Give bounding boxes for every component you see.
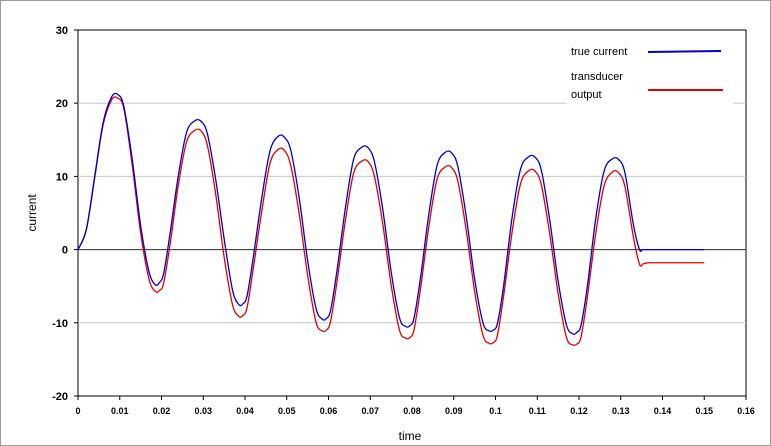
legend-label-transducer-output: transducer output (571, 71, 626, 101)
x-tick-label: 0.02 (153, 406, 171, 416)
y-tick-label: 0 (62, 245, 68, 257)
x-tick-label: 0.13 (612, 406, 630, 416)
x-tick-label: 0.1 (489, 406, 502, 416)
x-tick-label: 0.06 (320, 406, 338, 416)
series-line-true-current (77, 92, 705, 335)
axis-ticks: -20 -10 0 10 20 30 0 0.01 0.02 0.03 0.04 0.05 0.06 0.… (52, 25, 755, 416)
legend-label-line-1: transducer (571, 71, 623, 83)
y-tick-label: 10 (56, 171, 68, 183)
x-tick-label: 0.16 (737, 406, 755, 416)
x-tick-label: 0.09 (445, 406, 463, 416)
x-tick-label: 0.12 (570, 406, 588, 416)
x-axis-label: time (399, 429, 422, 443)
legend-swatch-true-current (647, 50, 722, 53)
y-tick-label: 30 (56, 25, 68, 37)
x-tick-label: 0.03 (194, 406, 212, 416)
x-tick-label: 0.15 (695, 406, 713, 416)
legend-background (567, 38, 733, 108)
x-tick-label: 0.07 (361, 406, 379, 416)
y-tick-label: -10 (52, 318, 68, 330)
x-tick-label: 0.14 (654, 406, 672, 416)
legend-label-true-current: true current (571, 46, 627, 58)
x-tick-label: 0.05 (278, 406, 296, 416)
legend-label-line-2: output (571, 89, 602, 101)
series-line-transducer-output (77, 96, 705, 347)
x-tick-label: 0.01 (111, 406, 129, 416)
y-tick-label: -20 (52, 391, 68, 403)
series-layer (77, 92, 705, 347)
legend: true current transducer output (567, 38, 733, 108)
x-tick-label: 0.11 (529, 406, 546, 416)
x-tick-label: 0 (75, 406, 80, 416)
y-axis-label: current (25, 194, 39, 232)
x-tick-label: 0.04 (236, 406, 254, 416)
y-tick-label: 20 (56, 98, 68, 110)
x-tick-label: 0.08 (403, 406, 421, 416)
